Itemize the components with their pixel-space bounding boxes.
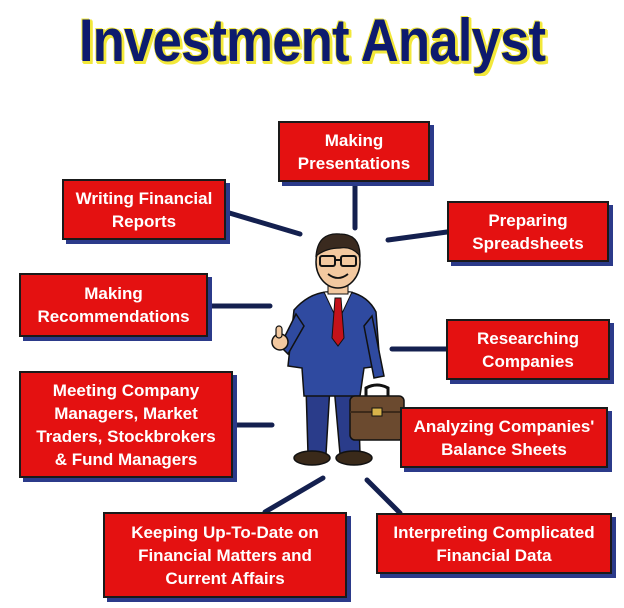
node-researching: Researching Companies xyxy=(446,319,610,380)
node-line: Current Affairs xyxy=(165,568,285,588)
node-presentations: Making Presentations xyxy=(278,121,430,182)
node-meeting: Meeting Company Managers, Market Traders, … xyxy=(19,371,233,478)
node-line: Recommendations xyxy=(37,307,190,326)
node-line: Reports xyxy=(111,211,177,231)
connector-financial-reports xyxy=(223,209,303,237)
node-interpreting: Interpreting Complicated Financial Data xyxy=(376,513,612,574)
node-line: Meeting Company xyxy=(52,380,200,400)
analyst-figure-icon xyxy=(271,233,405,466)
node-balance-sheets: Analyzing Companies' Balance Sheets xyxy=(400,407,608,468)
connector-spreadsheets xyxy=(385,229,450,243)
node-line: Spreadsheets xyxy=(472,233,584,253)
node-financial-reports: Writing Financial Reports xyxy=(62,179,226,240)
node-line: Making xyxy=(84,284,143,303)
node-line: Preparing xyxy=(488,210,568,230)
node-line: Making xyxy=(324,130,384,150)
node-line: & Fund Managers xyxy=(54,449,198,469)
node-line: Managers, Market xyxy=(54,403,198,423)
node-line: Traders, Stockbrokers xyxy=(36,426,216,446)
node-line: Researching xyxy=(476,328,580,348)
node-line: Balance Sheets xyxy=(441,439,567,459)
node-line: Financial Matters and xyxy=(138,545,312,565)
node-line: Financial Data xyxy=(436,545,552,565)
connector-interpreting xyxy=(364,477,403,516)
page-title: Investment Analyst xyxy=(78,7,546,74)
connector-keeping-up xyxy=(262,475,326,515)
node-line: Analyzing Companies' xyxy=(413,416,595,436)
node-line: Writing Financial xyxy=(75,188,213,208)
node-line: Companies xyxy=(482,351,574,371)
node-spreadsheets: Preparing Spreadsheets xyxy=(447,201,609,262)
node-line: Keeping Up-To-Date on xyxy=(131,522,319,542)
node-keeping-up: Keeping Up-To-Date on Financial Matters a… xyxy=(103,512,347,598)
node-line: Interpreting Complicated xyxy=(393,522,595,542)
node-line: Presentations xyxy=(297,153,411,173)
node-recommendations: Making Recommendations xyxy=(19,273,208,337)
